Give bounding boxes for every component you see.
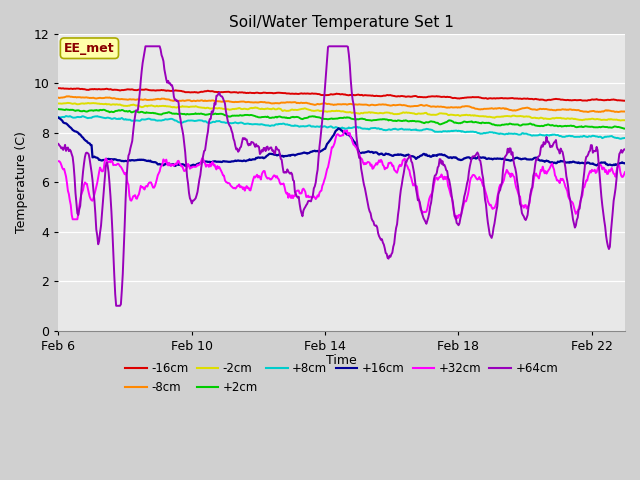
Line: +16cm: +16cm <box>58 118 625 166</box>
Line: +2cm: +2cm <box>58 109 625 129</box>
-2cm <box>482 114 490 120</box>
-8cm <box>389 102 397 108</box>
+16cm <box>389 153 397 159</box>
+16cm <box>186 163 194 169</box>
+64cm <box>483 212 491 217</box>
Legend: -16cm, -8cm, -2cm, +2cm, +8cm, +16cm, +32cm, +64cm: -16cm, -8cm, -2cm, +2cm, +8cm, +16cm, +3… <box>120 358 563 399</box>
Line: -16cm: -16cm <box>58 88 625 101</box>
-16cm <box>155 87 163 93</box>
+16cm <box>155 161 163 167</box>
+2cm <box>620 126 628 132</box>
X-axis label: Time: Time <box>326 354 357 367</box>
+2cm <box>388 118 396 123</box>
+64cm <box>202 140 210 146</box>
+16cm <box>482 156 490 161</box>
+8cm <box>62 113 70 119</box>
-8cm <box>156 96 163 102</box>
+8cm <box>434 129 442 135</box>
+64cm <box>313 172 321 178</box>
+64cm <box>141 43 149 49</box>
+32cm <box>435 176 442 181</box>
-16cm <box>388 93 396 98</box>
+16cm <box>621 161 629 167</box>
+2cm <box>621 126 629 132</box>
-16cm <box>481 96 489 101</box>
+64cm <box>157 47 164 52</box>
-2cm <box>54 101 62 107</box>
Title: Soil/Water Temperature Set 1: Soil/Water Temperature Set 1 <box>229 15 454 30</box>
-2cm <box>201 105 209 111</box>
+32cm <box>201 161 209 167</box>
-2cm <box>64 100 72 106</box>
+32cm <box>483 194 491 200</box>
-8cm <box>614 109 622 115</box>
Y-axis label: Temperature (C): Temperature (C) <box>15 132 28 233</box>
-2cm <box>312 108 319 114</box>
+8cm <box>54 114 62 120</box>
+64cm <box>621 146 629 152</box>
Line: +8cm: +8cm <box>58 116 625 139</box>
+32cm <box>343 128 351 133</box>
+8cm <box>156 118 163 123</box>
+2cm <box>54 106 62 112</box>
+32cm <box>312 196 319 202</box>
+8cm <box>201 118 209 124</box>
+64cm <box>435 163 442 169</box>
-2cm <box>434 111 442 117</box>
Line: -2cm: -2cm <box>58 103 625 120</box>
+64cm <box>112 303 120 309</box>
+8cm <box>482 130 490 136</box>
+8cm <box>621 135 629 141</box>
+2cm <box>481 120 489 126</box>
-2cm <box>616 118 624 123</box>
-8cm <box>312 102 319 108</box>
Line: +64cm: +64cm <box>58 46 625 306</box>
+16cm <box>434 152 442 157</box>
+8cm <box>616 136 624 142</box>
Line: +32cm: +32cm <box>58 131 625 219</box>
-16cm <box>200 89 208 95</box>
-8cm <box>482 106 490 112</box>
+64cm <box>390 240 398 246</box>
Text: EE_met: EE_met <box>64 42 115 55</box>
+2cm <box>433 120 440 126</box>
-2cm <box>156 103 163 109</box>
-2cm <box>389 111 397 117</box>
+2cm <box>311 113 319 119</box>
+32cm <box>69 216 77 222</box>
+32cm <box>621 169 629 175</box>
+8cm <box>312 124 319 130</box>
-8cm <box>434 104 442 109</box>
-8cm <box>65 94 73 99</box>
-16cm <box>433 93 440 99</box>
+16cm <box>312 148 319 154</box>
-2cm <box>621 118 629 123</box>
+64cm <box>54 141 62 147</box>
+2cm <box>155 111 163 117</box>
+2cm <box>200 111 208 117</box>
+32cm <box>54 158 62 164</box>
-16cm <box>54 85 62 91</box>
Line: -8cm: -8cm <box>58 96 625 112</box>
-8cm <box>621 108 629 114</box>
+32cm <box>390 167 398 173</box>
-8cm <box>54 95 62 101</box>
+8cm <box>389 126 397 132</box>
-8cm <box>201 97 209 103</box>
+16cm <box>54 115 62 120</box>
-16cm <box>621 98 629 104</box>
+16cm <box>201 158 209 164</box>
-16cm <box>311 91 319 96</box>
+32cm <box>156 168 163 174</box>
